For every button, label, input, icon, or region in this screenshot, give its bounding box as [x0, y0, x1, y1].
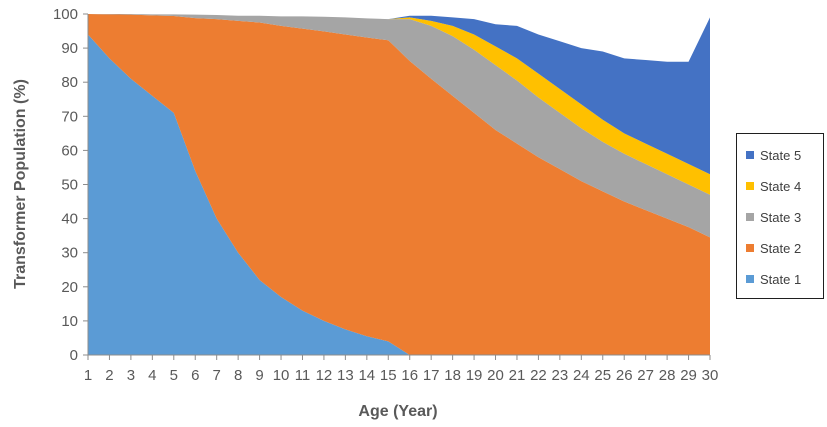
y-tick-label: 50: [61, 177, 78, 194]
x-tick-label: 25: [594, 367, 611, 384]
x-tick-label: 4: [148, 367, 156, 384]
x-tick-label: 16: [401, 367, 418, 384]
y-tick-label: 0: [70, 347, 78, 364]
legend-swatch: [746, 151, 754, 159]
legend-item-state-4: State 4: [746, 176, 801, 196]
x-tick-label: 22: [530, 367, 547, 384]
x-tick-label: 5: [170, 367, 178, 384]
x-tick-label: 7: [213, 367, 221, 384]
legend: State 5 State 4 State 3 State 2 State 1: [736, 133, 824, 299]
y-tick-label: 20: [61, 279, 78, 296]
legend-label: State 2: [760, 240, 802, 256]
x-tick-label: 19: [466, 367, 483, 384]
y-tick-label: 30: [61, 245, 78, 262]
y-tick-label: 10: [61, 313, 78, 330]
legend-label: State 3: [760, 209, 802, 225]
x-tick-label: 6: [191, 367, 199, 384]
x-tick-label: 30: [702, 367, 719, 384]
x-tick-label: 18: [444, 367, 461, 384]
y-tick-label: 80: [61, 74, 78, 91]
x-tick-label: 10: [273, 367, 290, 384]
y-tick-label: 100: [53, 6, 78, 23]
x-tick-label: 27: [637, 367, 654, 384]
x-tick-label: 14: [358, 367, 375, 384]
y-tick-label: 90: [61, 40, 78, 57]
x-tick-label: 3: [127, 367, 135, 384]
x-tick-label: 21: [509, 367, 526, 384]
x-tick-label: 29: [680, 367, 697, 384]
x-tick-label: 23: [552, 367, 569, 384]
x-tick-label: 8: [234, 367, 242, 384]
legend-label: State 5: [760, 147, 802, 163]
x-tick-label: 13: [337, 367, 354, 384]
x-tick-label: 15: [380, 367, 397, 384]
x-tick-label: 1: [84, 367, 92, 384]
x-tick-label: 26: [616, 367, 633, 384]
legend-swatch: [746, 213, 754, 221]
legend-label: State 4: [760, 178, 802, 194]
x-tick-label: 9: [255, 367, 263, 384]
y-axis-title: Transformer Population (%): [12, 79, 29, 289]
legend-swatch: [746, 275, 754, 283]
area-state-2: [88, 14, 710, 355]
area-state-5: [88, 14, 710, 175]
x-tick-label: 24: [573, 367, 590, 384]
legend-label: State 1: [760, 271, 802, 287]
x-tick-label: 17: [423, 367, 440, 384]
x-axis-title: Age (Year): [358, 403, 437, 420]
legend-swatch: [746, 182, 754, 190]
area-state-1: [88, 34, 710, 356]
legend-item-state-2: State 2: [746, 238, 801, 258]
legend-item-state-3: State 3: [746, 207, 801, 227]
x-tick-label: 12: [316, 367, 333, 384]
legend-item-state-1: State 1: [746, 269, 801, 289]
legend-swatch: [746, 244, 754, 252]
x-tick-label: 2: [105, 367, 113, 384]
x-tick-label: 28: [659, 367, 676, 384]
y-tick-label: 40: [61, 211, 78, 228]
x-tick-label: 20: [487, 367, 504, 384]
x-tick-label: 11: [295, 367, 311, 384]
y-tick-label: 70: [61, 108, 78, 125]
legend-item-state-5: State 5: [746, 145, 801, 165]
plot-areas: [88, 14, 710, 356]
y-tick-label: 60: [61, 142, 78, 159]
